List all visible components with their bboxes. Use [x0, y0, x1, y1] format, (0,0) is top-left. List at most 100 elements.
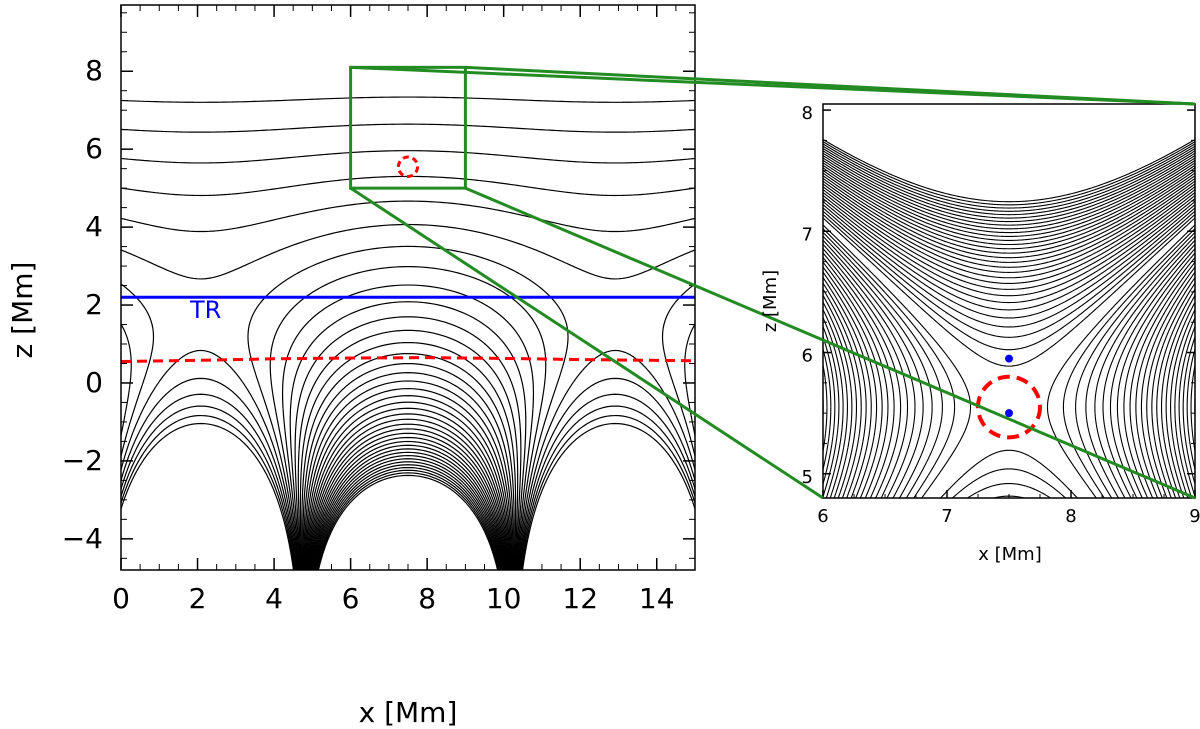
x-tick-label: 2	[189, 582, 207, 615]
main-field-line	[309, 432, 507, 570]
inset-field-line	[823, 261, 1195, 498]
main-field-line	[315, 464, 501, 570]
main-field-line	[121, 245, 695, 570]
inset-field-lines	[823, 139, 1195, 498]
inset-field-line	[823, 162, 1195, 237]
inset-field-line	[823, 164, 1195, 241]
inset-field-line	[823, 198, 1195, 304]
main-field-line	[303, 380, 513, 570]
y-tick-label: 8	[85, 54, 103, 87]
zoom-box	[349, 65, 467, 190]
plot-frame	[120, 4, 696, 571]
x-tick-label: 7	[941, 506, 952, 527]
inset-field-line	[823, 235, 1195, 498]
main-field-line	[307, 423, 509, 570]
x-tick-label: 12	[562, 582, 598, 615]
main-field-line	[310, 440, 506, 570]
inset-field-line	[823, 201, 1195, 311]
inset-field-line	[823, 232, 1195, 498]
main-field-line	[121, 200, 695, 570]
main-field-line	[317, 472, 499, 570]
main-field-line	[299, 341, 517, 570]
inset-field-line	[823, 143, 1195, 209]
x-tick-label: 6	[817, 506, 828, 527]
main-field-line	[304, 388, 512, 570]
inset-field-line	[823, 282, 1195, 498]
main-field-line	[315, 466, 501, 570]
inset-field-line	[823, 157, 1195, 230]
inset-field-line	[823, 295, 1195, 498]
zoom-connectors	[349, 65, 1196, 500]
inset-field-line	[823, 172, 1195, 254]
main-red-circle	[396, 155, 420, 178]
y-tick-label: 4	[85, 210, 103, 243]
x-tick-label: 8	[1065, 506, 1076, 527]
inset-field-line	[823, 204, 1195, 319]
inset-field-line	[823, 207, 1195, 498]
main-field-line	[121, 96, 695, 570]
y-tick-label: 6	[802, 346, 813, 367]
main-field-line	[308, 428, 508, 570]
main-field-line	[289, 301, 527, 570]
inset-field-line	[823, 167, 1195, 246]
main-field-line	[313, 458, 503, 570]
y-tick-label: 2	[85, 288, 103, 321]
inset-field-line	[823, 239, 1195, 498]
x-tick-label: 4	[265, 582, 283, 615]
main-axes: 0 2 4 6 8 10 12 14 −4 −2 0 2 4 6 8	[62, 4, 696, 615]
inset-field-line	[823, 186, 1195, 279]
inset-field-line	[823, 183, 1195, 273]
main-field-line	[281, 284, 535, 570]
inset-field-line	[823, 288, 1195, 498]
main-field-line	[317, 474, 499, 570]
inset-field-line	[823, 141, 1195, 206]
x-tick-label: 6	[342, 582, 360, 615]
inset-field-line	[823, 228, 1195, 498]
main-field-lines	[121, 96, 695, 570]
inset-field-line	[823, 195, 1195, 297]
y-tick-label: −4	[62, 522, 103, 555]
inset-field-line	[823, 177, 1195, 263]
inset-field-line	[823, 266, 1195, 498]
y-tick-label: 8	[802, 103, 813, 124]
x-tick-label: 14	[639, 582, 675, 615]
main-field-line	[305, 401, 511, 570]
main-field-line	[297, 329, 519, 570]
inset-blue-point	[1005, 354, 1013, 363]
main-field-line	[305, 407, 511, 570]
inset-blue-point	[1005, 409, 1013, 418]
inset-field-line	[823, 271, 1195, 498]
inset-field-line	[823, 159, 1195, 234]
inset-y-axis-title: z [Mm]	[760, 270, 781, 332]
y-tick-label: 7	[802, 224, 813, 245]
main-field-line	[302, 372, 514, 570]
inset-field-line	[823, 170, 1195, 250]
inset-field-line	[823, 145, 1195, 212]
main-field-line	[121, 175, 695, 570]
main-field-line	[121, 223, 695, 570]
inset-field-line	[823, 277, 1195, 498]
main-field-line	[306, 413, 510, 570]
inset-field-line	[823, 309, 1195, 498]
main-x-axis-title: x [Mm]	[359, 696, 458, 729]
main-field-line	[301, 352, 515, 570]
main-field-line	[121, 150, 695, 570]
main-field-line	[304, 395, 512, 570]
inset-field-line	[823, 301, 1195, 498]
inset-field-line	[823, 317, 1195, 498]
x-tick-label: 9	[1189, 506, 1200, 527]
y-tick-label: −2	[62, 444, 103, 477]
labels: TR x [Mm] z [Mm] x [Mm] z [Mm]	[6, 262, 1042, 729]
inset-field-line	[823, 150, 1195, 219]
inset-field-line	[823, 224, 1195, 498]
inset-field-line	[823, 139, 1195, 203]
main-field-line	[313, 455, 503, 570]
y-tick-label: 5	[802, 467, 813, 488]
main-field-line	[312, 451, 504, 570]
main-field-line	[302, 362, 514, 570]
tr-label: TR	[189, 296, 221, 324]
inset-field-line	[823, 189, 1195, 284]
inset-field-line	[823, 152, 1195, 223]
inset-field-line	[823, 148, 1195, 216]
